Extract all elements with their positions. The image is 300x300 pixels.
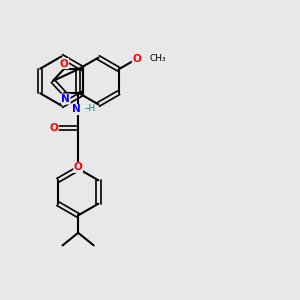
Text: –H: –H — [85, 104, 96, 113]
Text: O: O — [132, 53, 141, 64]
Text: N: N — [61, 94, 70, 104]
Text: N: N — [72, 104, 81, 115]
Text: O: O — [49, 123, 58, 133]
Text: CH₃: CH₃ — [150, 54, 166, 63]
Text: O: O — [60, 58, 69, 69]
Text: O: O — [74, 162, 82, 172]
